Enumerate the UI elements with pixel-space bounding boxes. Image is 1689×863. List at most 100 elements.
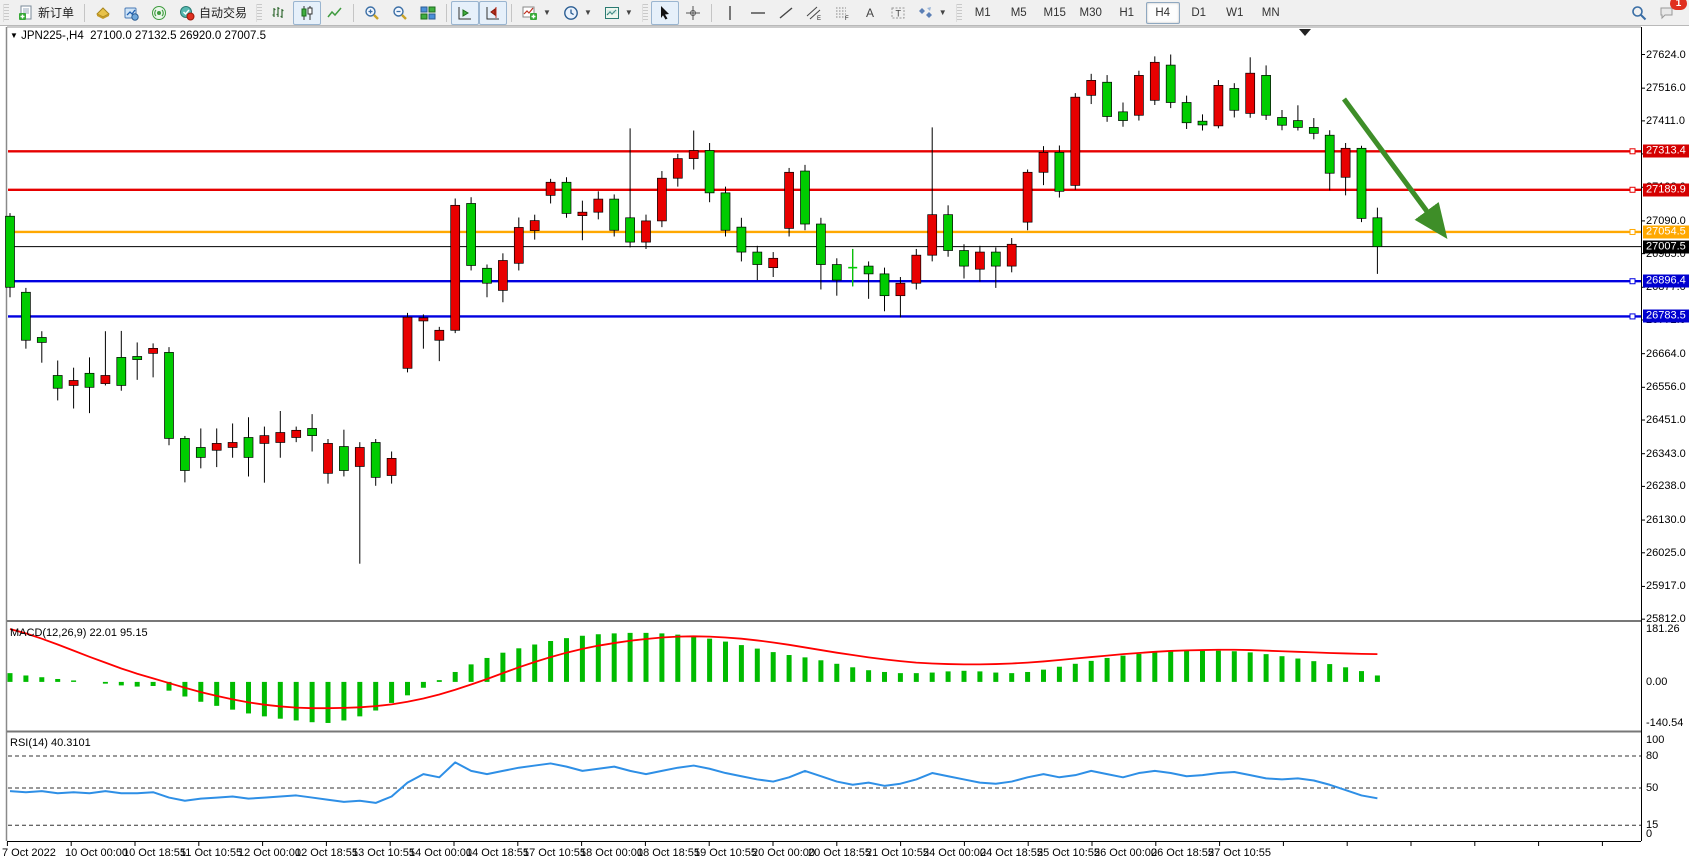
timeframe-button-m30[interactable]: M30 <box>1079 6 1102 19</box>
cursor-button[interactable] <box>650 0 679 25</box>
candle-bear <box>1277 117 1287 126</box>
signals-button[interactable] <box>145 1 173 25</box>
auto-scroll-icon <box>458 6 472 19</box>
notifications-button[interactable]: 1 <box>1653 0 1687 25</box>
timeframe-button-d1[interactable]: D1 <box>1191 6 1207 19</box>
svg-text:T: T <box>895 8 901 18</box>
date-axis-label: 20 Oct 18:55 <box>808 847 871 859</box>
candle-bear <box>625 217 635 243</box>
horizontal-line-button[interactable] <box>744 1 772 25</box>
candle-bull <box>513 227 524 264</box>
candle-bull <box>1134 75 1144 116</box>
tile-windows-button[interactable] <box>414 1 442 25</box>
templates-button[interactable]: ▼ <box>598 1 639 25</box>
rsi-line <box>9 761 1378 804</box>
candle-bull <box>657 177 667 222</box>
line-chart-button[interactable] <box>321 1 349 25</box>
level-line-handle[interactable] <box>1629 186 1636 193</box>
arrows-button[interactable]: ▼ <box>912 1 953 25</box>
candle-bear <box>609 198 620 231</box>
chart-symbol-period: JPN225-,H4 <box>21 30 84 42</box>
date-axis-label: 25 Oct 10:55 <box>1037 847 1100 859</box>
candle-bear <box>482 267 492 284</box>
date-axis-label: 24 Oct 18:55 <box>980 847 1043 859</box>
candle-bear <box>1181 102 1192 124</box>
rsi-axis-label: 0 <box>1646 828 1653 840</box>
data-window-button[interactable] <box>117 1 145 25</box>
periods-button[interactable]: ▼ <box>557 1 598 25</box>
vertical-line-button[interactable] <box>716 1 744 25</box>
fibonacci-icon: F <box>835 7 849 21</box>
candle-bear <box>831 264 842 281</box>
candle-bull <box>418 317 429 322</box>
date-axis-label: 14 Oct 00:00 <box>409 847 472 859</box>
timeframe-button-m15[interactable]: M15 <box>1043 6 1066 19</box>
dropdown-arrow-icon: ▼ <box>543 8 551 17</box>
auto-scroll-button[interactable] <box>451 0 480 25</box>
price-axis-label: 26556.0 <box>1646 381 1686 394</box>
level-line-handle[interactable] <box>1629 313 1636 320</box>
toolbar-grip[interactable] <box>256 3 263 22</box>
chart-shift-button[interactable] <box>479 0 508 25</box>
svg-text:F: F <box>845 16 849 21</box>
date-axis-label: 24 Oct 00:00 <box>923 847 986 859</box>
collapse-triangle-icon[interactable]: ▼ <box>10 31 18 40</box>
bar-chart-button[interactable] <box>265 1 293 25</box>
timeframe-button-w1[interactable]: W1 <box>1226 6 1244 19</box>
candle-bear <box>307 428 317 436</box>
price-axis-label: 26025.0 <box>1646 546 1686 559</box>
cursor-icon <box>660 5 669 19</box>
date-axis-label: 20 Oct 00:00 <box>752 847 815 859</box>
trendline-button[interactable] <box>772 1 800 25</box>
zoom-out-button[interactable] <box>386 1 414 25</box>
zoom-in-button[interactable] <box>358 1 386 25</box>
candle-bear <box>339 446 349 471</box>
auto-trading-button[interactable]: 自动交易 <box>173 1 253 25</box>
timeframe-button-m1[interactable]: M1 <box>974 6 991 19</box>
candlestick-chart-button[interactable] <box>293 0 322 25</box>
price-axis-label: 25917.0 <box>1646 580 1686 593</box>
candle-bull <box>1022 171 1033 223</box>
price-axis-label: 26451.0 <box>1646 414 1686 427</box>
indicators-button[interactable]: ▼ <box>516 1 557 25</box>
trend-arrow-annotation[interactable] <box>1341 97 1448 240</box>
candle-bull <box>1245 72 1256 114</box>
level-line-handle[interactable] <box>1629 228 1636 235</box>
candle-bear <box>1261 75 1271 116</box>
chart-shift-marker[interactable] <box>1299 29 1311 36</box>
fibonacci-button[interactable]: F <box>828 1 856 25</box>
auto-trading-label: 自动交易 <box>199 6 248 20</box>
clock-icon <box>564 5 578 20</box>
rsi-axis-label: 15 <box>1646 819 1659 832</box>
candle-bear <box>1165 64 1176 103</box>
data-window-icon <box>124 7 139 21</box>
search-button[interactable] <box>1625 1 1653 25</box>
level-line-handle[interactable] <box>1629 278 1636 285</box>
crosshair-button[interactable] <box>679 1 707 25</box>
new-order-button[interactable]: 新订单 <box>12 1 80 25</box>
timeframe-button-h4[interactable]: H4 <box>1145 1 1180 24</box>
timeframe-button-mn[interactable]: MN <box>1261 6 1280 19</box>
toolbar-grip[interactable] <box>955 3 962 22</box>
chart-canvas[interactable] <box>0 26 1689 863</box>
text-button[interactable]: A <box>856 1 884 25</box>
level-line-handle[interactable] <box>1629 148 1636 155</box>
new-order-label: 新订单 <box>38 6 75 20</box>
auto-trading-icon <box>180 5 195 20</box>
toolbar-grip[interactable] <box>3 3 9 22</box>
macd-axis-label: -140.54 <box>1646 716 1684 729</box>
chart-ohlc-values: 27100.0 27132.5 26920.0 27007.5 <box>90 30 267 42</box>
candle-bull <box>148 348 158 354</box>
candle-bear <box>990 251 1001 267</box>
candle-bear <box>5 215 15 288</box>
candle-bear <box>116 357 127 386</box>
text-label-button[interactable]: T <box>884 1 912 25</box>
profiles-button[interactable] <box>89 1 117 25</box>
toolbar-grip[interactable] <box>641 3 648 22</box>
candle-bull <box>688 150 699 159</box>
timeframe-button-h1[interactable]: H1 <box>1119 6 1135 19</box>
timeframe-button-m5[interactable]: M5 <box>1010 6 1027 19</box>
profiles-icon <box>96 6 110 19</box>
equidistant-channel-button[interactable]: E <box>800 1 828 25</box>
candle-bull <box>354 447 365 467</box>
